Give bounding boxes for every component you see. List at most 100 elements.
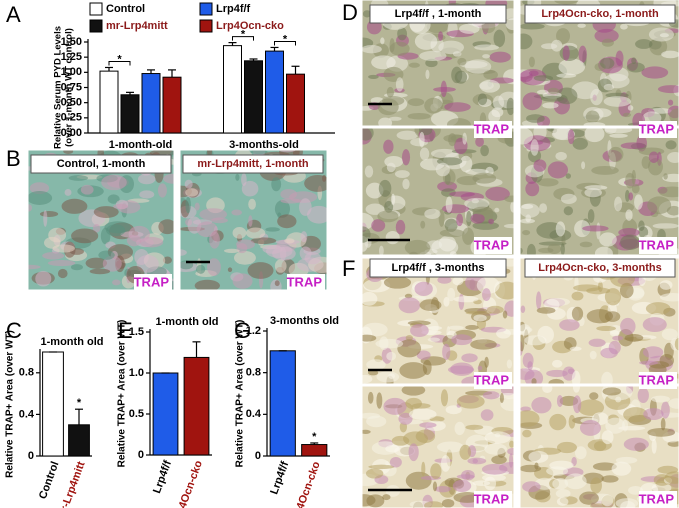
tissue-texture	[556, 395, 563, 407]
tissue-texture	[180, 249, 187, 256]
tissue-texture	[184, 179, 193, 189]
tissue-texture	[389, 41, 410, 56]
image-label-box	[30, 154, 172, 174]
tissue-texture	[138, 173, 156, 185]
tissue-texture	[362, 374, 373, 384]
tissue-texture	[615, 396, 622, 403]
tissue-texture	[408, 443, 419, 462]
stain-bg	[474, 491, 512, 508]
tissue-texture	[520, 128, 534, 145]
tissue-texture	[405, 397, 422, 410]
tissue-texture	[425, 69, 430, 80]
tissue-texture	[484, 356, 489, 368]
tissue-texture	[362, 334, 377, 342]
bar	[162, 76, 182, 134]
panel-letter: G	[234, 318, 251, 343]
tissue-texture	[362, 10, 372, 18]
tissue-texture	[555, 151, 567, 161]
tissue-texture	[304, 174, 327, 192]
tissue-texture	[618, 228, 640, 238]
tissue-texture	[43, 210, 48, 227]
tissue-texture	[549, 460, 574, 470]
tissue-texture	[365, 468, 384, 479]
tissue-texture	[386, 162, 396, 173]
tissue-texture	[659, 293, 679, 302]
stain-label: TRAP	[639, 121, 675, 136]
tissue-texture	[484, 443, 508, 455]
tissue-texture	[185, 188, 199, 197]
tissue-texture	[383, 276, 412, 289]
tissue-texture	[368, 369, 379, 376]
tissue-texture	[437, 276, 452, 284]
tissue-texture	[645, 302, 671, 316]
tissue-texture	[435, 162, 450, 177]
tissue-texture	[564, 473, 587, 490]
tissue-texture	[398, 412, 413, 425]
tissue-texture	[609, 330, 620, 337]
tissue-texture	[377, 98, 399, 116]
tissue-texture	[536, 307, 556, 314]
tissue-texture	[538, 241, 567, 246]
tissue-texture	[571, 306, 584, 321]
tissue-texture	[405, 471, 432, 490]
tissue-texture	[485, 186, 510, 201]
tissue-texture	[537, 178, 559, 187]
tissue-texture	[388, 116, 402, 121]
tissue-texture	[551, 39, 563, 52]
tissue-texture	[556, 497, 569, 506]
bar	[183, 356, 210, 456]
tissue-texture	[547, 161, 569, 179]
tissue-texture	[232, 273, 253, 289]
tissue-texture	[528, 56, 535, 68]
tissue-texture	[47, 260, 76, 267]
tissue-texture	[395, 219, 406, 235]
stain-label: TRAP	[639, 237, 675, 252]
tissue-texture	[480, 409, 494, 421]
tissue-texture	[510, 201, 514, 213]
image-label-box	[524, 258, 676, 278]
tissue-texture	[431, 238, 459, 255]
tissue-texture	[441, 455, 451, 472]
tissue-texture	[522, 429, 532, 438]
tissue-texture	[35, 270, 52, 287]
tissue-texture	[448, 133, 457, 147]
tissue-texture	[600, 57, 615, 69]
legend-label: mr-Lrp4mitt	[106, 20, 168, 32]
tissue-texture	[470, 339, 497, 350]
tissue-texture	[604, 128, 617, 135]
tissue-texture	[365, 203, 385, 215]
tissue-texture	[479, 81, 494, 90]
tissue-texture	[424, 208, 441, 220]
tissue-texture	[674, 338, 679, 351]
tissue-texture	[659, 280, 673, 290]
tissue-texture	[493, 95, 505, 110]
tissue-texture	[445, 196, 453, 213]
tissue-texture	[139, 236, 164, 248]
tissue-texture	[601, 475, 619, 483]
tissue-texture	[484, 476, 497, 491]
tissue-texture	[304, 251, 321, 265]
tissue-texture	[488, 109, 501, 124]
image-label-box	[182, 154, 324, 174]
stain-label: TRAP	[134, 274, 170, 289]
tissue-texture	[660, 417, 666, 431]
tissue-texture	[196, 264, 206, 274]
tissue-texture	[386, 351, 397, 361]
y-tick-label: 1.5	[129, 326, 144, 338]
tissue-texture	[520, 33, 533, 50]
tissue-texture	[505, 18, 514, 31]
error-bar	[291, 65, 300, 75]
tissue-texture	[378, 245, 384, 255]
tissue-texture	[185, 196, 191, 214]
tissue-texture	[439, 229, 465, 238]
tissue-texture	[284, 238, 295, 244]
tissue-texture	[126, 234, 142, 247]
tissue-texture	[668, 398, 679, 409]
tissue-texture	[427, 337, 440, 342]
tissue-texture	[362, 226, 371, 243]
stain-label: TRAP	[474, 237, 510, 252]
tissue-texture	[546, 369, 568, 378]
tissue-texture	[401, 386, 426, 396]
histology-image	[362, 258, 514, 384]
x-tick-label: Control	[37, 460, 62, 501]
